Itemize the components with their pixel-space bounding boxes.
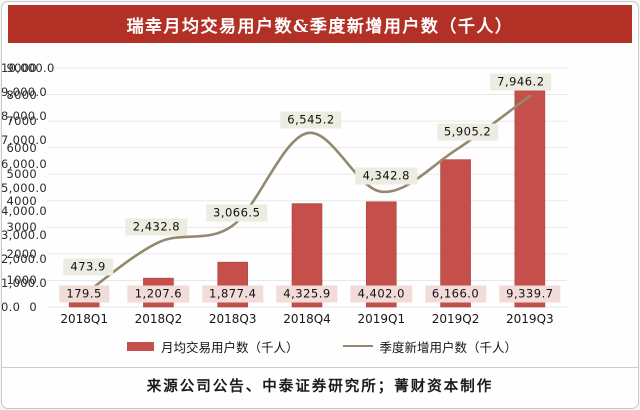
right-axis-tick: 1,000.0	[1, 276, 47, 291]
bar-2019Q2	[440, 159, 471, 308]
line-value-label: 4,342.8	[355, 167, 417, 185]
bar-value-label: 6,166.0	[424, 285, 487, 302]
right-axis-tick: 10,000.0	[1, 61, 55, 75]
bar-2019Q3	[514, 83, 546, 308]
bar-value-label: 179.5	[59, 285, 109, 302]
bar-value-label: 1,877.4	[202, 285, 264, 302]
left-axis-tick: 6000	[6, 140, 37, 155]
left-axis-tick: 4000	[6, 193, 37, 208]
left-axis-tick: 9000	[6, 61, 37, 75]
right-axis-tick: 3,000.0	[1, 228, 47, 243]
right-axis-tick: 8,000.0	[1, 108, 47, 123]
right-axis-tick: 5,000.0	[1, 180, 47, 195]
left-axis-tick: 3000	[6, 220, 37, 235]
line-value-label: 473.9	[63, 258, 113, 276]
right-axis-tick: 2,000.0	[1, 252, 47, 267]
title-banner: 瑞幸月均交易用户数&季度新增用户数（千人）	[8, 5, 632, 43]
legend-label-bar: 月均交易用户数（千人）	[160, 339, 299, 355]
left-axis-tick: 2000	[6, 246, 37, 261]
legend-item-line-series: 季度新增用户数（千人）	[342, 337, 518, 356]
footer-divider	[2, 367, 638, 368]
bar-2018Q1	[68, 302, 100, 308]
chart-title: 瑞幸月均交易用户数&季度新增用户数（千人）	[126, 16, 514, 37]
chart-legend: 月均交易用户数（千人） 季度新增用户数（千人）	[2, 336, 638, 356]
line-value-label: 5,905.2	[436, 123, 499, 141]
x-axis-label-2018Q4: 2018Q4	[283, 312, 331, 326]
left-axis-tick: 8000	[6, 87, 37, 102]
line-value-label: 7,946.2	[490, 73, 552, 91]
source-footer: 来源公司公告、中泰证券研究所；菁财资本制作	[2, 375, 638, 396]
right-axis-tick: 4,000.0	[1, 204, 47, 219]
x-axis-label-2018Q1: 2018Q1	[60, 312, 108, 326]
bar-value-label: 9,339.7	[499, 285, 561, 302]
bar-value-label: 4,402.0	[350, 285, 412, 302]
x-axis-label-2018Q2: 2018Q2	[134, 312, 183, 326]
x-axis-label-2018Q3: 2018Q3	[208, 312, 257, 326]
x-axis-label-2019Q3: 2019Q3	[506, 312, 554, 326]
line-value-label: 3,066.5	[206, 204, 268, 222]
legend-item-bar-series: 月均交易用户数（千人）	[126, 337, 299, 356]
line-swatch-icon	[342, 345, 373, 347]
right-axis-tick: 9,000.0	[1, 84, 47, 99]
right-axis-tick: 0.0	[1, 300, 21, 314]
right-axis-tick: 6,000.0	[1, 156, 47, 171]
left-axis-tick: 0	[29, 300, 37, 314]
line-value-label: 2,432.8	[125, 218, 188, 236]
left-axis-tick: 5000	[6, 167, 37, 182]
x-axis-label-2019Q1: 2019Q1	[357, 312, 406, 326]
x-axis-label-2019Q2: 2019Q2	[431, 312, 480, 326]
bar-value-label: 4,325.9	[276, 285, 338, 302]
right-axis-tick: 7,000.0	[1, 132, 47, 147]
source-text: 来源公司公告、中泰证券研究所；菁财资本制作	[146, 378, 494, 395]
left-axis-tick: 7000	[6, 114, 37, 129]
bar-swatch-icon	[126, 341, 154, 351]
left-axis-tick: 1000	[6, 273, 37, 288]
legend-label-line: 季度新增用户数（千人）	[379, 339, 518, 355]
line-series-path	[82, 94, 532, 296]
line-value-label: 6,545.2	[280, 111, 342, 129]
bar-value-label: 1,207.6	[127, 285, 190, 302]
